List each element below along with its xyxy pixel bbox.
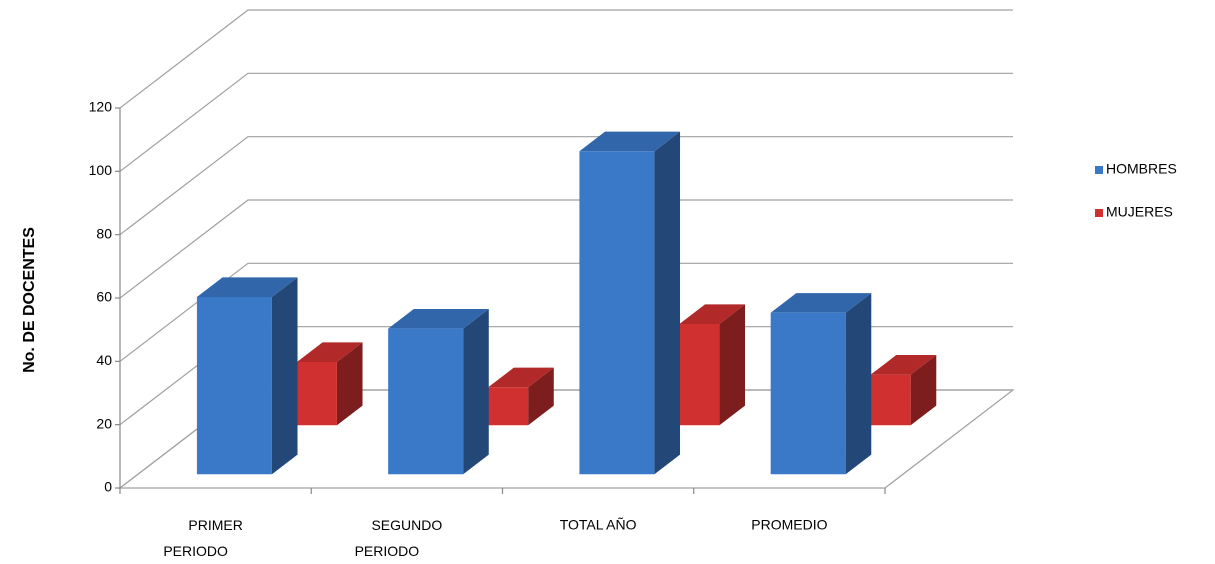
y-tick-label: 0 <box>104 479 112 495</box>
bar-top <box>770 293 872 313</box>
bar-side <box>528 367 554 426</box>
legend-label: HOMBRES <box>1106 161 1177 177</box>
bar <box>579 151 655 475</box>
legend-label: MUJERES <box>1106 204 1173 220</box>
bar <box>770 312 846 475</box>
bar <box>296 361 337 426</box>
bar <box>679 323 720 426</box>
bar-side <box>271 277 298 475</box>
grid-line <box>119 9 1013 109</box>
bar-top <box>579 131 681 152</box>
bar <box>488 387 529 426</box>
bar-top <box>196 277 298 297</box>
bar-side <box>910 355 937 426</box>
grid-line <box>119 199 1013 299</box>
bar-side <box>336 342 363 426</box>
grid-line <box>119 262 1013 362</box>
bar-side <box>463 309 489 475</box>
bar <box>196 296 272 475</box>
bar-top <box>679 304 746 324</box>
legend-swatch <box>1095 166 1103 174</box>
y-tick-label: 40 <box>96 352 112 368</box>
bar-top <box>870 355 937 375</box>
x-tick-label: PROMEDIO <box>751 517 827 533</box>
bar <box>388 328 464 475</box>
y-tick-label: 80 <box>96 225 112 241</box>
bar <box>870 374 911 426</box>
legend-swatch <box>1095 209 1103 217</box>
grid-line <box>119 72 1013 172</box>
bar-side <box>845 293 872 475</box>
bar-side <box>719 304 746 426</box>
bar-top <box>488 367 554 388</box>
bar-top <box>296 342 363 362</box>
bar-side <box>654 131 681 475</box>
bar-top <box>388 309 489 329</box>
x-tick-label: PRIMER PERIODO <box>163 517 243 559</box>
y-tick-label: 100 <box>89 162 113 178</box>
x-tick-label: TOTAL AÑO <box>560 517 637 533</box>
y-axis-title: No. DE DOCENTES <box>21 227 38 373</box>
grid-line <box>119 136 1013 236</box>
y-tick-label: 120 <box>89 99 113 115</box>
y-tick-label: 60 <box>96 289 112 305</box>
x-tick-label: SEGUNDO PERIODO <box>355 517 443 559</box>
y-tick-label: 20 <box>96 415 112 431</box>
